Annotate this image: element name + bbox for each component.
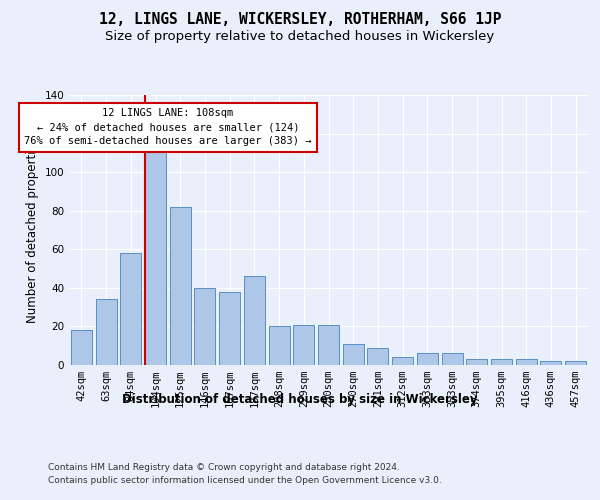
Text: Distribution of detached houses by size in Wickersley: Distribution of detached houses by size … — [122, 392, 478, 406]
Bar — [145, 138, 166, 365]
Bar — [71, 330, 92, 365]
Bar — [343, 344, 364, 365]
Bar — [170, 207, 191, 365]
Text: Contains HM Land Registry data © Crown copyright and database right 2024.: Contains HM Land Registry data © Crown c… — [48, 462, 400, 471]
Bar — [442, 354, 463, 365]
Text: 12 LINGS LANE: 108sqm
← 24% of detached houses are smaller (124)
76% of semi-det: 12 LINGS LANE: 108sqm ← 24% of detached … — [24, 108, 311, 146]
Bar — [219, 292, 240, 365]
Text: Size of property relative to detached houses in Wickersley: Size of property relative to detached ho… — [106, 30, 494, 43]
Bar — [120, 253, 141, 365]
Text: Contains public sector information licensed under the Open Government Licence v3: Contains public sector information licen… — [48, 476, 442, 485]
Bar — [417, 354, 438, 365]
Bar — [466, 359, 487, 365]
Bar — [565, 361, 586, 365]
Bar — [367, 348, 388, 365]
Bar — [491, 359, 512, 365]
Y-axis label: Number of detached properties: Number of detached properties — [26, 137, 39, 323]
Bar — [516, 359, 537, 365]
Bar — [194, 288, 215, 365]
Bar — [293, 324, 314, 365]
Bar — [95, 300, 116, 365]
Bar — [318, 324, 339, 365]
Text: 12, LINGS LANE, WICKERSLEY, ROTHERHAM, S66 1JP: 12, LINGS LANE, WICKERSLEY, ROTHERHAM, S… — [99, 12, 501, 28]
Bar — [244, 276, 265, 365]
Bar — [392, 358, 413, 365]
Bar — [541, 361, 562, 365]
Bar — [269, 326, 290, 365]
